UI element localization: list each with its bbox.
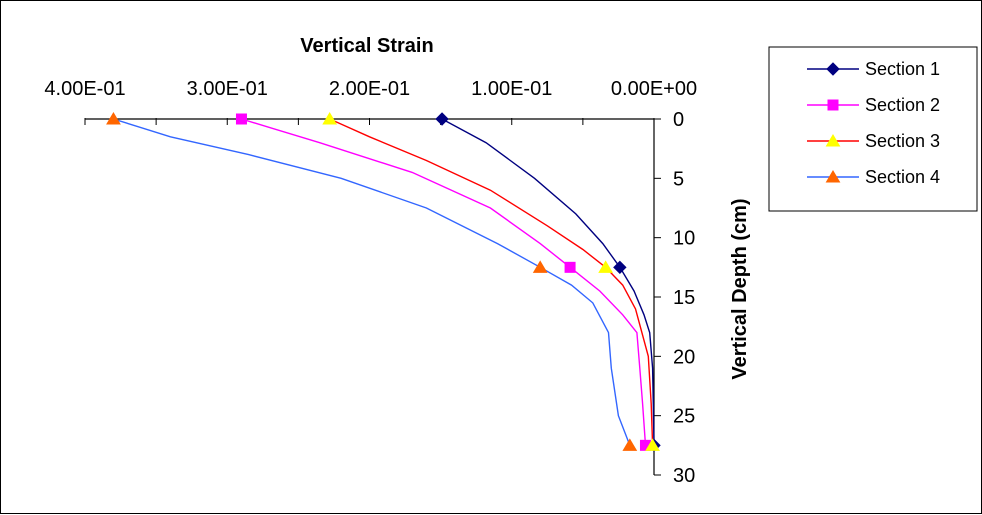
data-point — [435, 112, 449, 126]
legend-label: Section 1 — [865, 59, 940, 79]
legend: Section 1 Section 2 Section 3 Section 4 — [768, 46, 978, 212]
legend-label: Section 4 — [865, 167, 940, 187]
x-tick-labels: 4.00E-01 3.00E-01 2.00E-01 1.00E-01 0.00E+00 — [44, 78, 697, 100]
series-3 — [322, 112, 660, 451]
data-point — [235, 113, 247, 125]
x-tick-label: 1.00E-01 — [471, 78, 552, 100]
x-tick-label: 2.00E-01 — [329, 78, 410, 100]
legend-marker — [825, 134, 841, 147]
legend-box — [768, 46, 978, 212]
data-point — [622, 438, 638, 451]
data-point — [564, 261, 576, 273]
series-layer — [106, 112, 661, 453]
x-tick-label: 3.00E-01 — [187, 78, 268, 100]
y-axis-title: Vertical Depth (cm) — [729, 198, 751, 379]
series-line — [329, 118, 654, 446]
x-tick-label: 4.00E-01 — [44, 78, 125, 100]
data-point — [645, 438, 660, 451]
legend-entry-2: Section 2 — [807, 95, 940, 115]
legend-label: Section 2 — [865, 95, 940, 115]
series-line — [241, 118, 647, 446]
legend-entry-4: Section 4 — [807, 167, 940, 187]
y-tick-label: 0 — [673, 109, 684, 131]
data-point — [532, 260, 548, 273]
series-1 — [435, 112, 661, 453]
y-tick-label: 15 — [673, 287, 695, 309]
legend-label: Section 3 — [865, 131, 940, 151]
y-tick-labels: 0 5 10 15 20 25 30 — [673, 109, 695, 487]
series-line — [441, 118, 655, 446]
series-2 — [235, 113, 651, 451]
y-tick-label: 20 — [673, 346, 695, 368]
legend-marker — [827, 99, 839, 111]
chart-title: Vertical Strain — [300, 35, 433, 57]
data-point — [613, 260, 627, 275]
axes — [84, 118, 661, 476]
y-tick-label: 5 — [673, 168, 684, 190]
legend-marker — [826, 62, 840, 76]
data-point — [598, 260, 614, 273]
series-4 — [106, 112, 638, 451]
x-tick-label: 0.00E+00 — [611, 78, 697, 100]
y-tick-label: 30 — [673, 465, 695, 487]
legend-entry-1: Section 1 — [807, 59, 940, 79]
y-tick-label: 25 — [673, 406, 695, 428]
data-point — [322, 112, 338, 125]
legend-entry-3: Section 3 — [807, 131, 940, 151]
series-line — [113, 118, 631, 446]
data-point — [106, 112, 121, 125]
legend-marker — [825, 170, 841, 183]
y-tick-label: 10 — [673, 228, 695, 250]
